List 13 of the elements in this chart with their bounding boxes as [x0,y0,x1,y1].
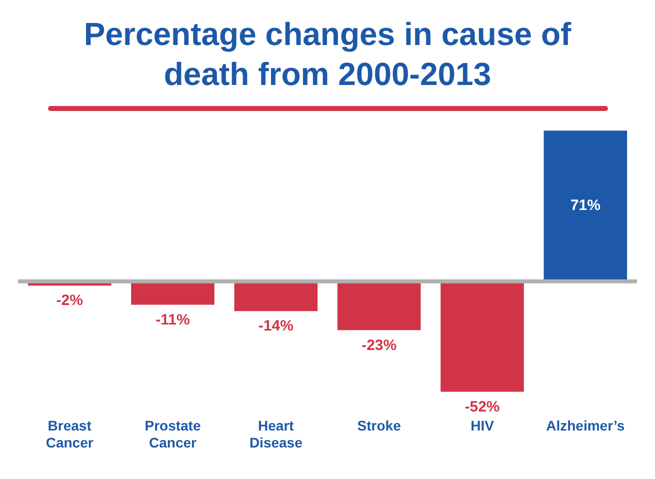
chart-title: Percentage changes in cause of death from 2000-2013 [82,15,572,94]
x-tick-label: HIV [470,418,495,434]
x-tick-label: Breast Cancer [46,418,94,450]
data-label: -52% [464,398,500,416]
x-tick-label: Heart Disease [249,418,303,450]
x-tick-label: Stroke [357,418,402,434]
data-label: 71% [570,197,600,214]
x-tick-label: Alzheimer’s [546,418,625,434]
data-label: -14% [258,318,294,335]
x-tick-label: Prostate Cancer [144,418,201,450]
data-label: -23% [362,336,397,354]
data-label: -11% [156,311,190,328]
data-label: -2% [56,292,83,310]
